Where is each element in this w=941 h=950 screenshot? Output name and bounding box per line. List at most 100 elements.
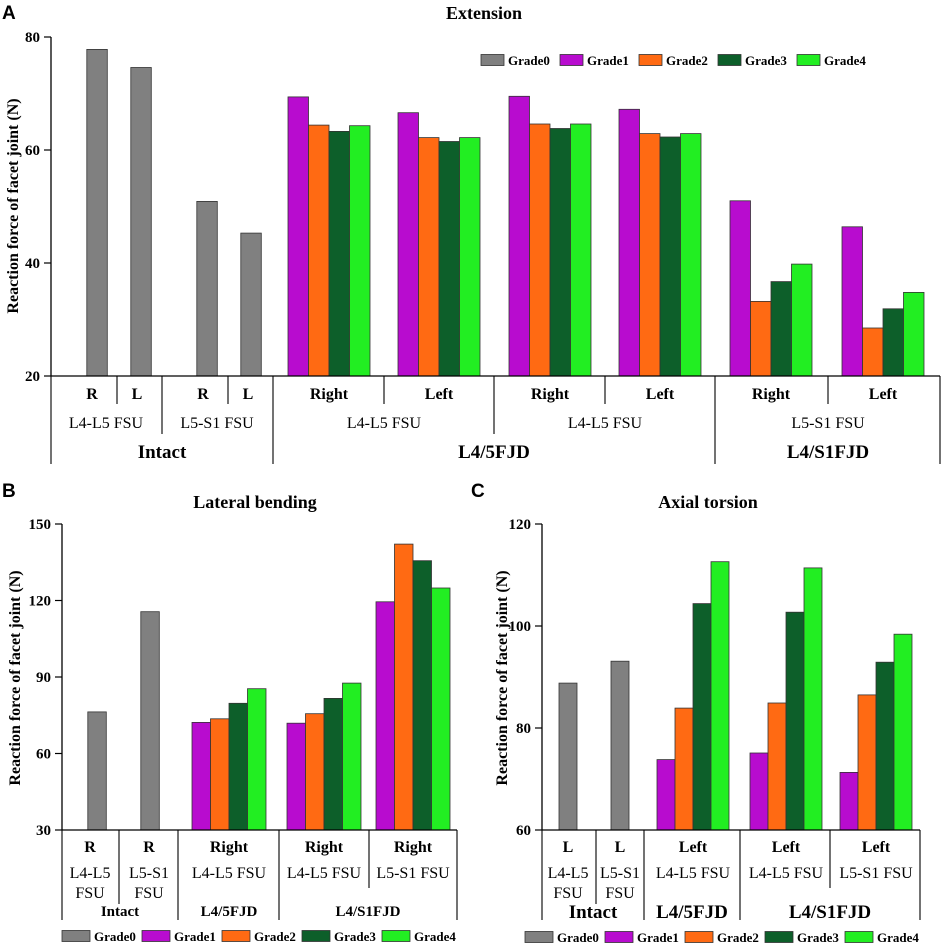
legend-swatch-grade3 — [717, 54, 742, 66]
legend-label-grade0: Grade0 — [557, 930, 599, 945]
panel-c-cat-label: Left — [772, 839, 801, 856]
legend-swatch-grade1 — [559, 54, 584, 66]
y-tick-label: 40 — [25, 256, 40, 272]
legend-swatch-grade4 — [796, 54, 821, 66]
bar-grade1 — [191, 722, 211, 831]
bar-grade1 — [286, 722, 306, 831]
bar-grade4 — [570, 123, 592, 377]
bar-grade1 — [841, 226, 863, 377]
legend-swatch-grade0 — [480, 54, 505, 66]
bar-grade3 — [549, 128, 571, 377]
legend-swatch-grade3 — [301, 930, 331, 942]
bar-grade2 — [529, 123, 551, 377]
bar-grade2 — [210, 718, 230, 831]
panel-c-fsu-label: L4-L5 FSU — [656, 865, 731, 882]
legend-label-grade3: Grade3 — [745, 53, 787, 68]
bar-grade3 — [692, 603, 712, 831]
legend-label-grade0: Grade0 — [508, 53, 550, 68]
legend-label-grade2: Grade2 — [717, 930, 759, 945]
legend-label-grade0: Grade0 — [94, 929, 136, 944]
panel-c-legend: Grade0 Grade1 Grade2 Grade3 Grade4 — [524, 930, 919, 945]
bar-grade4 — [431, 587, 451, 831]
panel-a-fsu-label: L4-L5 FSU — [568, 415, 643, 432]
panel-c-separators — [541, 830, 921, 920]
legend-label-grade1: Grade1 — [587, 53, 629, 68]
panel-a-fsu-label: L5-S1 FSU — [791, 415, 865, 432]
panel-c-cat-label: Left — [679, 839, 708, 856]
legend-label-grade1: Grade1 — [174, 929, 216, 944]
panel-b-fsu-label: L4-L5 — [70, 865, 111, 882]
panel-c-group-label: L4/5FJD — [656, 902, 728, 923]
y-tick-label: 120 — [509, 517, 532, 533]
y-tick-label: 30 — [36, 823, 51, 839]
bar-grade3 — [785, 611, 805, 831]
legend-label-grade4: Grade4 — [414, 929, 456, 944]
panel-c-fsu-label: FSU — [605, 885, 635, 902]
panel-b-cat-label: Right — [210, 839, 249, 856]
panel-b-group-label: L4/S1FJD — [335, 904, 400, 920]
panel-c-fsu-label: L5-S1 — [600, 865, 640, 882]
panel-c-group-label: Intact — [569, 902, 618, 923]
legend-swatch-grade2 — [221, 930, 251, 942]
panel-c-title: Axial torsion — [658, 492, 758, 512]
panel-b-cat-label: R — [84, 839, 96, 856]
panel-a-cat-label: Left — [425, 386, 454, 403]
panel-a-ylabel: Reaction force of facet joint (N) — [5, 98, 22, 313]
panel-c-fsu-label: L4-L5 — [548, 865, 589, 882]
y-tick-label: 60 — [516, 823, 531, 839]
panel-a-cat-label: L — [132, 386, 143, 403]
bar-grade3 — [328, 130, 350, 377]
bar-grade1 — [839, 772, 859, 831]
bar-grade0 — [610, 660, 630, 831]
bar-grade3 — [412, 560, 432, 831]
legend-label-grade2: Grade2 — [666, 53, 708, 68]
bar-grade0 — [130, 67, 152, 377]
bar-grade1 — [729, 200, 751, 377]
panel-b-fsu-label: L4-L5 FSU — [287, 865, 362, 882]
bar-grade1 — [656, 759, 676, 831]
legend-label-grade4: Grade4 — [877, 930, 919, 945]
bar-grade4 — [459, 137, 481, 377]
panel-b-legend: Grade0 Grade1 Grade2 Grade3 Grade4 — [61, 929, 456, 944]
bar-grade3 — [659, 136, 681, 377]
panel-a-separators — [50, 376, 941, 464]
panel-b-yticks: 30 60 90 120 150 — [29, 517, 62, 839]
bar-grade4 — [247, 688, 267, 831]
bar-grade0 — [87, 711, 107, 831]
legend-swatch-grade2 — [684, 931, 714, 943]
legend-label-grade4: Grade4 — [824, 53, 866, 68]
bar-grade2 — [639, 133, 661, 377]
bar-grade1 — [508, 95, 530, 377]
panel-a-cat-label: L — [243, 386, 254, 403]
panel-c-group-label: L4/S1FJD — [789, 902, 871, 923]
legend-label-grade3: Grade3 — [334, 929, 376, 944]
panel-c-bars — [558, 561, 913, 831]
panel-c-letter: C — [471, 481, 485, 502]
bar-grade2 — [862, 327, 884, 377]
panel-b-cat-label: R — [143, 839, 155, 856]
bar-grade1 — [397, 112, 419, 377]
legend-swatch-grade3 — [764, 931, 794, 943]
legend-label-grade1: Grade1 — [637, 930, 679, 945]
panel-a: A Extension Reaction force of facet join… — [2, 3, 941, 464]
panel-b-cat-label: Right — [394, 839, 433, 856]
panel-c-cat-label: Left — [862, 839, 891, 856]
panel-c-ylabel: Reaction force of facet joint (N) — [494, 570, 511, 785]
legend-swatch-grade4 — [381, 930, 411, 942]
bar-grade4 — [349, 125, 371, 377]
bar-grade1 — [375, 601, 395, 831]
panel-a-cat-label: Left — [646, 386, 675, 403]
panel-b: B Lateral bending Reaction force of face… — [2, 481, 458, 944]
y-tick-label: 80 — [516, 721, 531, 737]
legend-swatch-grade0 — [61, 930, 91, 942]
legend-swatch-grade4 — [844, 931, 874, 943]
bar-grade0 — [86, 49, 108, 377]
panel-c-cat-label: L — [563, 839, 574, 856]
panel-b-fsu-label: L4-L5 FSU — [192, 865, 267, 882]
bar-grade1 — [749, 752, 769, 831]
panel-a-cat-label: R — [197, 386, 209, 403]
panel-c-cat-label: L — [615, 839, 626, 856]
panel-a-cat-label: Right — [531, 386, 570, 403]
panel-a-letter: A — [2, 3, 16, 24]
